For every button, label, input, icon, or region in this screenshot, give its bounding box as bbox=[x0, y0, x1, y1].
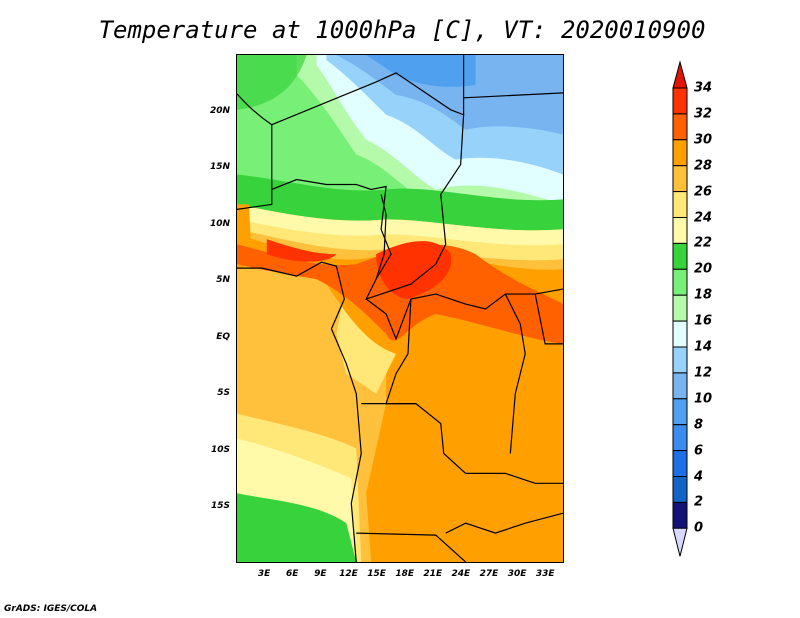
lon-label: 30E bbox=[507, 569, 527, 579]
field-20-22-nw bbox=[237, 55, 307, 110]
colorbar-box bbox=[672, 139, 688, 167]
lon-label: 6E bbox=[286, 569, 299, 579]
field-32-34-center bbox=[376, 241, 452, 300]
colorbar-label: 34 bbox=[694, 80, 713, 96]
lat-label: 5S bbox=[217, 388, 230, 399]
coastline bbox=[237, 261, 362, 563]
colorbar-box bbox=[672, 217, 688, 244]
lon-label: 9E bbox=[314, 569, 327, 579]
colorbar-box bbox=[672, 165, 688, 193]
colorbar-label: 20 bbox=[694, 261, 713, 277]
field-32-34-west bbox=[266, 239, 337, 262]
colorbar-box bbox=[672, 476, 688, 503]
colorbar-label: 30 bbox=[694, 132, 713, 148]
colorbar-label: 12 bbox=[694, 365, 713, 381]
grads-credit: GrADS: IGES/COLA bbox=[4, 604, 98, 614]
colorbar-label: 6 bbox=[694, 443, 704, 459]
colorbar-box bbox=[672, 372, 688, 400]
colorbar-label: 32 bbox=[694, 106, 713, 122]
lon-label: 18E bbox=[395, 569, 414, 579]
chart-title: Temperature at 1000hPa [C], VT: 20200109… bbox=[98, 16, 706, 44]
colorbar-box bbox=[672, 346, 688, 374]
field-8-10 bbox=[366, 55, 476, 87]
colorbar-label: 8 bbox=[694, 417, 704, 433]
colorbar-label: 24 bbox=[694, 210, 713, 225]
country-borders bbox=[236, 55, 564, 563]
colorbar-box bbox=[672, 424, 688, 452]
lat-label: 15N bbox=[209, 162, 230, 173]
colorbar-label: 16 bbox=[694, 313, 713, 329]
lon-label: 12E bbox=[339, 569, 358, 579]
colorbar-over-triangle bbox=[672, 60, 688, 89]
temperature-field bbox=[236, 55, 564, 563]
colorbar-box bbox=[672, 242, 688, 270]
lon-label: 21E bbox=[423, 569, 443, 579]
colorbar-label: 22 bbox=[694, 235, 713, 251]
lon-label: 27E bbox=[479, 569, 499, 579]
colorbar-label: 2 bbox=[694, 494, 704, 510]
colorbar-label: 28 bbox=[694, 158, 713, 174]
colorbar-label: 26 bbox=[694, 184, 713, 200]
colorbar-under-triangle bbox=[672, 527, 688, 557]
colorbar-box bbox=[672, 191, 688, 219]
field-20-22 bbox=[237, 174, 563, 231]
lat-label: 5N bbox=[216, 275, 230, 286]
colorbar-label: 0 bbox=[694, 520, 704, 536]
colorbar-box bbox=[672, 320, 688, 348]
colorbar-box bbox=[672, 113, 688, 141]
colorbar-box bbox=[672, 501, 688, 529]
field-20-22-sw bbox=[237, 493, 357, 562]
temperature-map bbox=[236, 54, 564, 563]
lat-label: EQ bbox=[216, 331, 230, 342]
colorbar-box bbox=[672, 294, 688, 322]
lon-label: 33E bbox=[535, 569, 555, 579]
colorbar-box bbox=[672, 268, 688, 296]
lat-label: 10S bbox=[210, 444, 230, 455]
lat-label: 15S bbox=[210, 501, 230, 512]
lon-label: 24E bbox=[451, 569, 471, 579]
colorbar-box bbox=[672, 398, 688, 426]
colorbar-box bbox=[672, 87, 688, 115]
colorbar-label: 4 bbox=[694, 469, 704, 484]
colorbar-label: 14 bbox=[694, 339, 713, 355]
colorbar-label: 10 bbox=[694, 391, 713, 407]
lon-label: 3E bbox=[257, 569, 271, 579]
lon-label: 15E bbox=[367, 569, 386, 579]
lat-label: 20N bbox=[209, 105, 230, 116]
colorbar-label: 18 bbox=[694, 287, 713, 303]
lat-label: 10N bbox=[209, 218, 230, 229]
colorbar-box bbox=[672, 450, 688, 478]
